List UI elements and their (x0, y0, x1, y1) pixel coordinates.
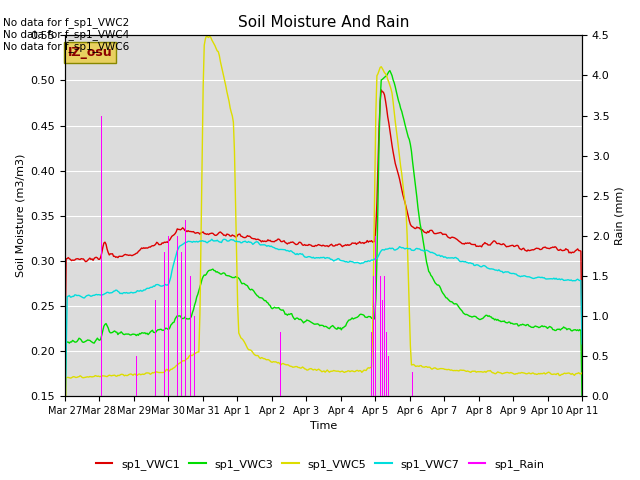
Bar (194, 316, 195, 396)
Title: Soil Moisture And Rain: Soil Moisture And Rain (238, 15, 409, 30)
Bar (388, 356, 389, 396)
Bar (177, 236, 178, 396)
Bar (159, 276, 161, 396)
Bar (380, 276, 381, 396)
Bar (386, 332, 387, 396)
Legend: sp1_VWC1, sp1_VWC3, sp1_VWC5, sp1_VWC7, sp1_Rain: sp1_VWC1, sp1_VWC3, sp1_VWC5, sp1_VWC7, … (92, 455, 548, 474)
Text: No data for f_sp1_VWC6: No data for f_sp1_VWC6 (3, 41, 129, 52)
Text: No data for f_sp1_VWC2: No data for f_sp1_VWC2 (3, 17, 129, 28)
Bar (382, 300, 383, 396)
Bar (371, 332, 372, 396)
Text: No data for f_sp1_VWC4: No data for f_sp1_VWC4 (3, 29, 129, 40)
Bar (280, 332, 282, 396)
Bar (412, 372, 413, 396)
Y-axis label: Rain (mm): Rain (mm) (615, 186, 625, 245)
Bar (190, 276, 191, 396)
Bar (384, 276, 385, 396)
Text: IZ_osu: IZ_osu (68, 46, 112, 59)
Bar (373, 276, 374, 396)
Bar (168, 236, 169, 396)
Bar (101, 116, 102, 396)
X-axis label: Time: Time (310, 421, 337, 432)
Bar (181, 252, 182, 396)
Bar (136, 356, 137, 396)
Y-axis label: Soil Moisture (m3/m3): Soil Moisture (m3/m3) (15, 154, 25, 277)
